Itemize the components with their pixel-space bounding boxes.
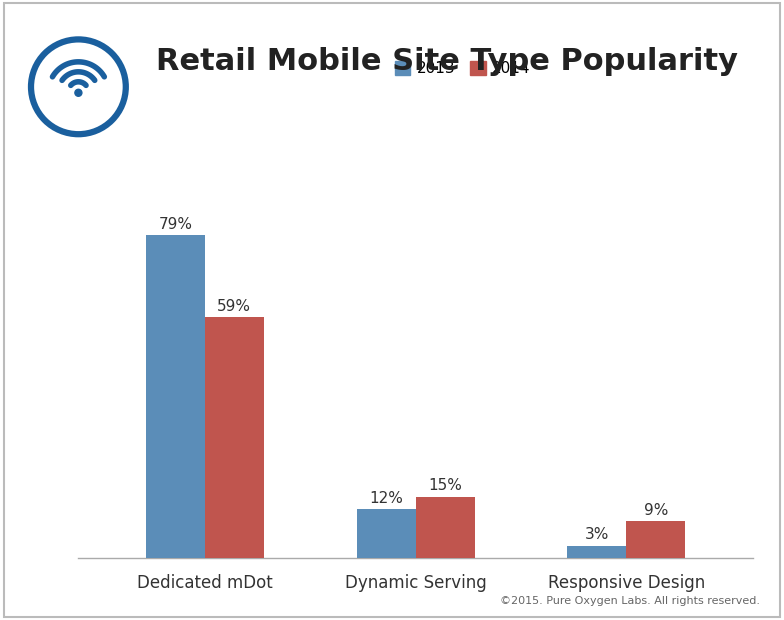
Bar	[626, 521, 685, 558]
Text: 15%: 15%	[428, 479, 462, 494]
Bar	[567, 546, 626, 558]
Bar	[205, 317, 263, 558]
Text: ©2015. Pure Oxygen Labs. All rights reserved.: ©2015. Pure Oxygen Labs. All rights rese…	[500, 596, 760, 606]
Text: Retail Mobile Site Type Popularity: Retail Mobile Site Type Popularity	[156, 48, 738, 76]
Circle shape	[75, 89, 82, 96]
Text: 3%: 3%	[585, 528, 609, 542]
Legend: 2013, 2014: 2013, 2014	[389, 55, 536, 82]
Text: 79%: 79%	[158, 217, 192, 232]
Text: 59%: 59%	[217, 299, 252, 314]
Text: 12%: 12%	[369, 490, 403, 506]
Bar	[416, 497, 474, 558]
Text: 9%: 9%	[644, 503, 668, 518]
Bar	[357, 509, 416, 558]
Bar	[146, 235, 205, 558]
